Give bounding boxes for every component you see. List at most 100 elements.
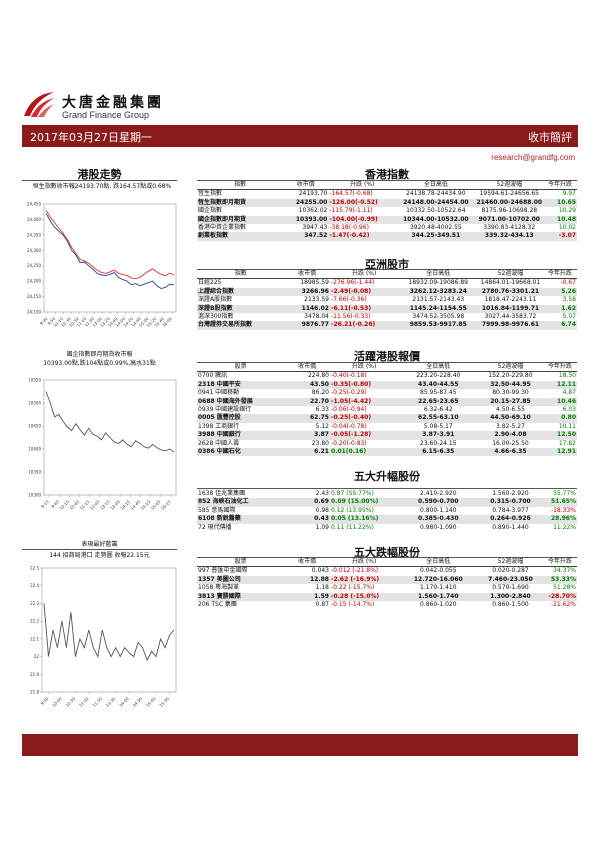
table-cell-name: 1398 工商銀行 <box>198 422 240 430</box>
table-cell-w52: 80.30-99.30 <box>492 389 529 397</box>
table-cell-ytd: 34.37% <box>553 567 576 575</box>
table-cell-name: 0688 中國海外發展 <box>197 397 285 407</box>
table-row: 3988 中國銀行 3.87 -0.05(-1.28) 3.87-3.91 2.90-4… <box>197 431 577 440</box>
y-tick-label: 22 <box>34 654 40 659</box>
table-cell-name: 恆生指數 <box>198 190 223 198</box>
table-cell-close: 0.98 <box>315 506 329 514</box>
divider <box>197 488 577 489</box>
table-cell-name: 852 海峽石油化工 <box>197 498 285 507</box>
table-cell-w52: 0.264-0.926 <box>478 515 543 524</box>
x-tick-label: 14:30 <box>132 696 144 708</box>
table-cell-range: 5.08-5.17 <box>423 422 453 430</box>
column-header: 收市價 <box>284 363 330 373</box>
table-cell-close: 0.69 <box>284 498 330 507</box>
table-cell-w52: 20.15-27.85 <box>478 397 543 407</box>
research-email[interactable]: research@grandfg.com <box>491 153 575 162</box>
top-losers-title: 五大跌幅股份 <box>354 546 420 559</box>
x-tick-label: 10:15 <box>58 499 70 511</box>
top-losers-table: 股票 收市價 升跌 (%) 全日高低 52週波幅 今年升跌 997 普匯中金國際 0.043-… <box>197 558 577 609</box>
table-cell-w52: 0.570-1.690 <box>492 584 529 592</box>
table-cell-chg: -2.62 (-16.9%) <box>329 575 399 585</box>
active-stocks-title: 活躍港股報價 <box>354 350 420 363</box>
column-header: 全日高低 <box>396 181 476 191</box>
table-cell-name: 585 意馬國際 <box>198 506 236 514</box>
table-cell-range: 24148.00-24454.00 <box>396 198 476 208</box>
table-cell-chg: -0.22 (-15.7%) <box>330 584 375 592</box>
table-row: 創業板指數 347.52 -1.47(-0.42) 344.25-349.51 339.… <box>197 232 577 241</box>
table-cell-w52: 0.315-0.700 <box>478 498 543 507</box>
top-gainers-title: 五大升幅股份 <box>354 470 420 483</box>
x-tick-label: 14:45 <box>129 499 141 511</box>
column-header: 升跌 (%) <box>328 181 397 191</box>
x-tick-label: 13:15 <box>99 499 111 511</box>
column-header: 收市價 <box>284 558 330 568</box>
table-cell-chg: -0.012 (-21.8%) <box>330 567 379 575</box>
y-tick-label: 21.8 <box>30 690 39 695</box>
table-row: 滬深300指數 3478.04 -11.56(-0.33) 3474.52-3505.… <box>197 313 577 321</box>
table-cell-close: 62.75 <box>284 414 330 423</box>
table-cell-ytd: 1.62 <box>542 304 577 314</box>
asia-markets-table: 指數 收市價 升跌 (%) 全日高低 52週波幅 今年升跌 日經225 18985.59 -27… <box>197 270 577 330</box>
table-row: 0700 騰訊 224.80 -0.40(-0.18) 223.20-228.40 15… <box>197 372 577 381</box>
table-cell-ytd: 10.11 <box>558 422 576 430</box>
table-cell-range: 3920.48-4002.55 <box>409 224 462 232</box>
column-header: 全日高低 <box>398 558 479 568</box>
table-cell-close: 0.043 <box>311 567 329 575</box>
y-tick-label: 10300 <box>28 493 41 498</box>
table-cell-name: 0386 中國石化 <box>197 448 285 457</box>
y-tick-label: 24,150 <box>27 294 41 299</box>
table-cell-w52: 0.784-3.977 <box>492 506 529 514</box>
table-cell-ytd: 12.11 <box>542 380 577 390</box>
table-cell-w52: 7999.98-9976.61 <box>478 321 543 330</box>
table-cell-range: 0.590-0.700 <box>398 498 479 507</box>
table-row: 0005 匯豐控股 62.75 -0.25(-0.40) 62.55-63.10 44.… <box>197 414 577 423</box>
x-tick-label: 13:30 <box>105 696 117 708</box>
company-logo-mark <box>24 92 54 117</box>
table-cell-ytd: 0.80 <box>542 414 577 423</box>
futures-caption-2: 10393.00點,跌104點或0.99%,高水31點 <box>43 360 156 367</box>
table-cell-close: 43.50 <box>284 380 330 390</box>
table-cell-chg: -0.20(-0.83) <box>330 439 367 447</box>
table-cell-w52: 16.00-25.50 <box>492 439 529 447</box>
table-cell-chg: -0.28 (-15.0%) <box>329 592 399 602</box>
table-cell-range: 0.980-1.090 <box>420 523 457 531</box>
table-row: 1638 佳兆業集團 2.43 0.87 (55.77%) 2.410-2.920 1.… <box>197 490 577 498</box>
hsi-caption: 恒生指數收市報24193.70點, 跌164.57點或0.68% <box>32 183 172 190</box>
table-cell-chg: -0.04(-0.78) <box>330 422 367 430</box>
table-cell-chg: -115.79(-1.11) <box>329 207 373 215</box>
y-tick-label: 10350 <box>28 470 41 475</box>
table-cell-range: 9859.53-9917.85 <box>398 321 479 330</box>
y-tick-label: 24,400 <box>27 217 41 222</box>
y-tick-label: 24,350 <box>27 232 41 237</box>
hk-trend-title: 港股走勢 <box>77 168 122 181</box>
plot-frame <box>41 567 177 693</box>
table-cell-range: 23.60-24.15 <box>420 439 457 447</box>
table-cell-w52: 3390.83-4128.32 <box>483 224 536 232</box>
table-cell-name: 國企指數即月期貨 <box>197 215 284 225</box>
table-cell-chg: 0.09 (15.00%) <box>329 498 399 507</box>
table-cell-name: 1357 美圖公司 <box>197 575 285 585</box>
table-cell-range: 223.20-228.40 <box>416 372 461 380</box>
table-cell-chg: -0.25(-0.29) <box>330 389 367 397</box>
table-row: 72 現代傳播 1.09 0.11 (11.22%) 0.980-1.090 0.890… <box>197 524 577 532</box>
x-tick-label: 9:30 <box>40 696 50 706</box>
table-cell-range: 0.385-0.430 <box>398 515 479 524</box>
table-cell-w52: 0.860-1.500 <box>492 601 529 609</box>
x-tick-label: 9:45 <box>50 499 60 509</box>
table-row: 852 海峽石油化工 0.69 0.09 (15.00%) 0.590-0.700 0.… <box>197 498 577 507</box>
table-cell-range: 3262.12-3283.24 <box>398 287 479 297</box>
table-cell-w52: 21460.00-24688.00 <box>475 198 544 208</box>
table-cell-close: 1146.02 <box>284 304 330 314</box>
table-cell-w52: 3.82-5.27 <box>496 422 525 430</box>
table-cell-close: 224.80 <box>307 372 329 380</box>
table-cell-close: 24193.70 <box>298 190 328 198</box>
table-cell-w52: 1.560-2.920 <box>492 490 529 497</box>
table-cell-chg: 0.05 (13.16%) <box>329 515 399 524</box>
hk-index-table: 指數 收市價 升跌 (%) 全日高低 52週波幅 今年升跌 恆生指數 24193.70 -164… <box>197 181 577 241</box>
table-row: 國企指數即月期貨 10393.00 -104.00(-0.99) 10344.00-1… <box>197 215 577 225</box>
table-cell-ytd: 11.22% <box>553 523 576 531</box>
x-tick-label: 9:15 <box>40 499 50 509</box>
table-row: 台灣證券交易所指數 9876.77 -26.21(-0.26) 9859.53-991… <box>197 321 577 330</box>
footer-band <box>22 734 578 756</box>
